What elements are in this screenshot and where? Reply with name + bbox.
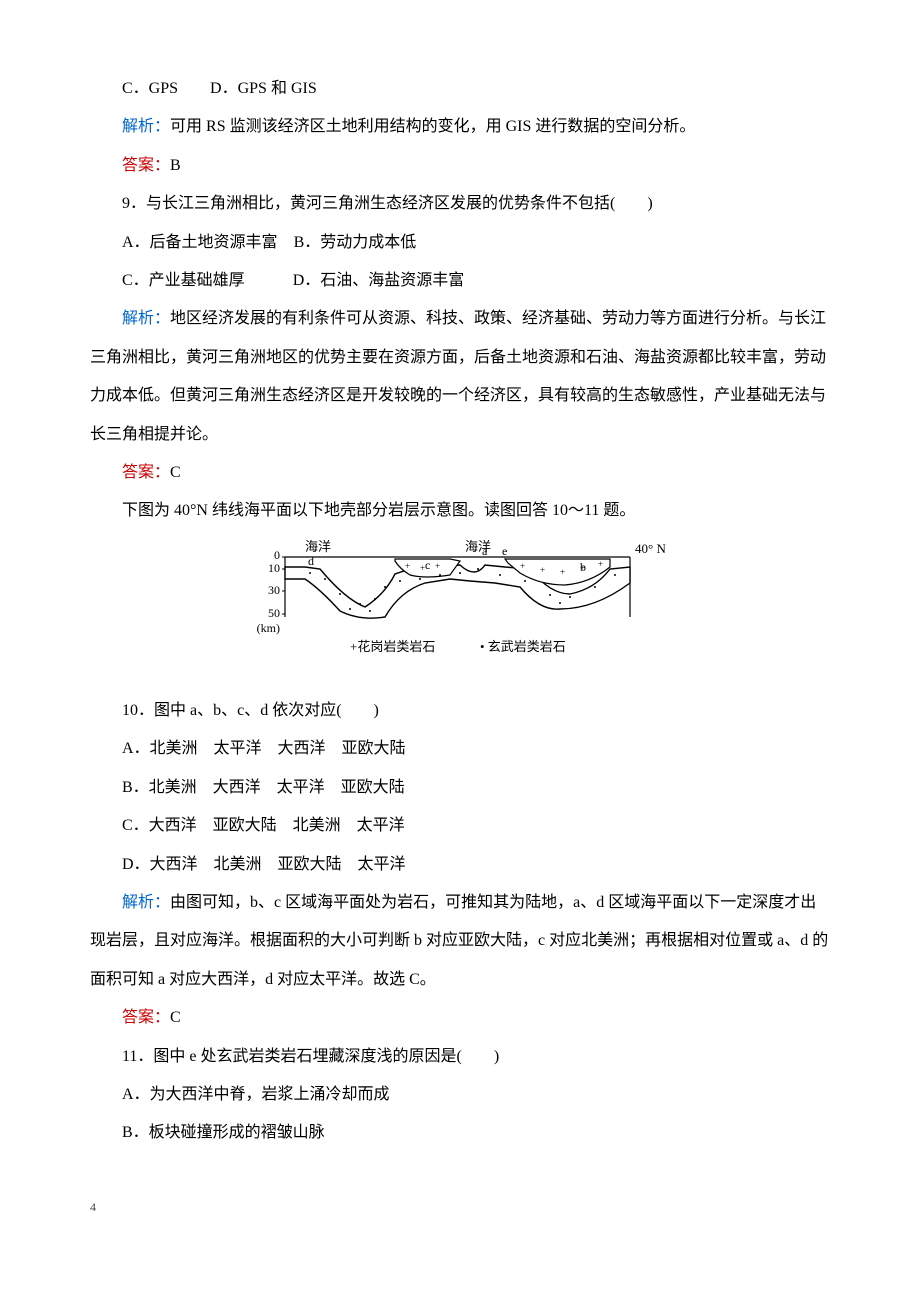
q10-opt-d: D．大西洋 北美洲 亚欧大陆 太平洋	[90, 846, 830, 884]
q9-opt-c: C．产业基础雄厚	[122, 272, 245, 289]
legend-granite: +花岗岩类岩石	[350, 639, 435, 654]
q9-analysis-text: 地区经济发展的有利条件可从资源、科技、政策、经济基础、劳动力等方面进行分析。与长…	[90, 310, 826, 442]
crust-cross-section-figure: 0 10 30 50 (km) 海洋 海洋 40° N	[90, 539, 830, 684]
answer-label: 答案：	[122, 157, 170, 174]
label-a: a	[482, 544, 488, 558]
svg-text:+: +	[540, 565, 545, 575]
page-number: 4	[90, 1193, 830, 1222]
q8-opt-d: D．GPS 和 GIS	[210, 80, 317, 97]
q8-analysis-text: 可用 RS 监测该经济区土地利用结构的变化，用 GIS 进行数据的空间分析。	[170, 118, 695, 135]
q8-answer-value: B	[170, 157, 181, 174]
ocean-label-left: 海洋	[305, 539, 331, 554]
svg-text:+: +	[560, 567, 565, 577]
y-tick-0: 0	[274, 548, 280, 562]
q8-options-cd: C．GPS D．GPS 和 GIS	[90, 70, 830, 108]
q11-opt-b: B．板块碰撞形成的褶皱山脉	[90, 1114, 830, 1152]
y-tick-10: 10	[268, 561, 280, 575]
answer-label: 答案：	[122, 1009, 170, 1026]
label-c: c	[425, 558, 430, 572]
q9-stem: 9．与长江三角洲相比，黄河三角洲生态经济区发展的优势条件不包括( )	[90, 185, 830, 223]
answer-label: 答案：	[122, 464, 170, 481]
q10-answer-value: C	[170, 1009, 181, 1026]
legend-basalt: • 玄武岩类岩石	[480, 639, 566, 654]
y-axis-unit: (km)	[257, 621, 280, 635]
q9-answer: 答案：C	[90, 454, 830, 492]
q10-opt-c: C．大西洋 亚欧大陆 北美洲 太平洋	[90, 807, 830, 845]
label-b: b	[580, 560, 586, 574]
analysis-label: 解析：	[122, 118, 170, 135]
q9-answer-value: C	[170, 464, 181, 481]
q11-opt-a: A．为大西洋中脊，岩浆上涌冷却而成	[90, 1076, 830, 1114]
q10-stem: 10．图中 a、b、c、d 依次对应( )	[90, 692, 830, 730]
analysis-label: 解析：	[122, 894, 170, 911]
y-tick-50: 50	[268, 606, 280, 620]
svg-text:+: +	[435, 561, 440, 571]
q8-analysis: 解析：可用 RS 监测该经济区土地利用结构的变化，用 GIS 进行数据的空间分析…	[90, 108, 830, 146]
q9-options-ab: A．后备土地资源丰富 B．劳动力成本低	[90, 224, 830, 262]
q10-analysis: 解析：由图可知，b、c 区域海平面处为岩石，可推知其为陆地，a、d 区域海平面以…	[90, 884, 830, 999]
q9-analysis: 解析：地区经济发展的有利条件可从资源、科技、政策、经济基础、劳动力等方面进行分析…	[90, 300, 830, 454]
q8-opt-c: C．GPS	[122, 80, 178, 97]
crust-svg: 0 10 30 50 (km) 海洋 海洋 40° N	[250, 539, 670, 669]
q9-opt-b: B．劳动力成本低	[294, 234, 417, 251]
svg-text:+: +	[598, 559, 603, 569]
lat-label: 40° N	[635, 541, 666, 556]
svg-text:+: +	[520, 561, 525, 571]
q10-opt-b: B．北美洲 大西洋 太平洋 亚欧大陆	[90, 769, 830, 807]
q9-opt-d: D．石油、海盐资源丰富	[293, 272, 465, 289]
q10-analysis-text: 由图可知，b、c 区域海平面处为岩石，可推知其为陆地，a、d 区域海平面以下一定…	[90, 894, 828, 988]
label-e: e	[502, 544, 507, 558]
label-d: d	[308, 554, 314, 568]
context-line: 下图为 40°N 纬线海平面以下地壳部分岩层示意图。读图回答 10～11 题。	[90, 492, 830, 530]
q11-stem: 11．图中 e 处玄武岩类岩石埋藏深度浅的原因是( )	[90, 1038, 830, 1076]
analysis-label: 解析：	[122, 310, 170, 327]
y-tick-30: 30	[268, 583, 280, 597]
q9-opt-a: A．后备土地资源丰富	[122, 234, 278, 251]
q9-options-cd: C．产业基础雄厚 D．石油、海盐资源丰富	[90, 262, 830, 300]
page-content: C．GPS D．GPS 和 GIS 解析：可用 RS 监测该经济区土地利用结构的…	[0, 0, 920, 1274]
svg-text:+: +	[405, 561, 410, 571]
q10-opt-a: A．北美洲 太平洋 大西洋 亚欧大陆	[90, 730, 830, 768]
q10-answer: 答案：C	[90, 999, 830, 1037]
q8-answer: 答案：B	[90, 147, 830, 185]
